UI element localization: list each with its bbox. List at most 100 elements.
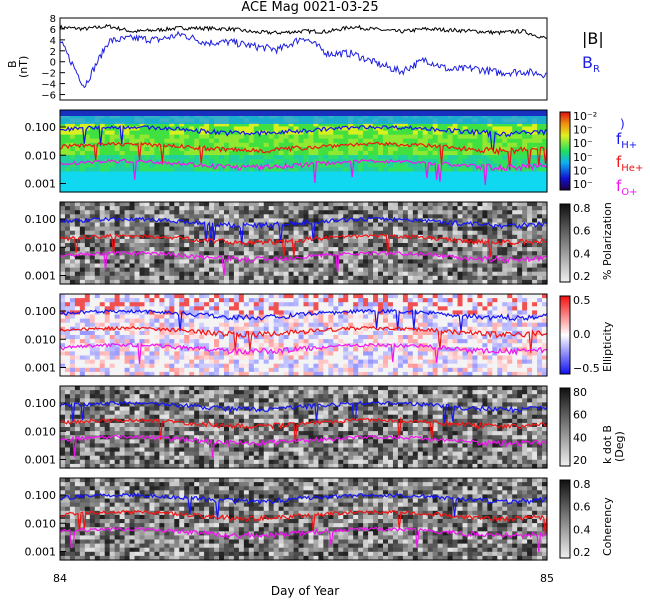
heatmap-cell bbox=[119, 279, 126, 285]
heatmap-cell bbox=[378, 255, 384, 260]
heatmap-cell bbox=[338, 263, 344, 269]
heatmap-cell bbox=[462, 206, 469, 211]
heatmap-cell bbox=[243, 163, 250, 168]
heatmap-cell bbox=[402, 167, 409, 173]
heatmap-cell bbox=[263, 202, 270, 207]
heatmap-cell bbox=[223, 371, 230, 377]
heatmap-cell bbox=[318, 179, 324, 185]
heatmap-cell bbox=[74, 306, 81, 311]
heatmap-cell bbox=[517, 255, 523, 260]
heatmap-cell bbox=[114, 234, 121, 240]
heatmap-cell bbox=[273, 347, 280, 352]
heatmap-cell bbox=[512, 159, 518, 164]
heatmap-cell bbox=[60, 294, 66, 299]
heatmap-cell bbox=[124, 230, 131, 236]
heatmap-cell bbox=[194, 226, 200, 232]
heatmap-cell bbox=[144, 210, 151, 215]
heatmap-cell bbox=[84, 298, 91, 303]
heatmap-cell bbox=[134, 243, 141, 248]
heatmap-cell bbox=[492, 126, 498, 132]
heatmap-cell bbox=[149, 343, 156, 348]
heatmap-cell bbox=[69, 202, 76, 207]
heatmap-cell bbox=[228, 355, 235, 361]
heatmap-cell bbox=[214, 122, 220, 127]
heatmap-cell bbox=[194, 230, 200, 236]
heatmap-cell bbox=[258, 271, 265, 277]
heatmap-cell bbox=[194, 294, 200, 299]
heatmap-cell bbox=[214, 134, 220, 140]
heatmap-cell bbox=[248, 151, 255, 156]
heatmap-cell bbox=[383, 279, 389, 285]
heatmap-cell bbox=[522, 171, 528, 177]
heatmap-cell bbox=[497, 155, 503, 160]
heatmap-cell bbox=[129, 175, 136, 181]
heatmap-cell bbox=[134, 226, 141, 232]
heatmap-cell bbox=[517, 275, 523, 281]
heatmap-cell bbox=[303, 238, 310, 244]
heatmap-cell bbox=[467, 279, 474, 285]
colorbar-tick-label: 10⁻ bbox=[573, 124, 593, 137]
heatmap-cell bbox=[303, 202, 310, 207]
heatmap-cell bbox=[368, 163, 374, 168]
heatmap-cell bbox=[303, 318, 310, 324]
heatmap-cell bbox=[288, 175, 295, 181]
heatmap-cell bbox=[407, 210, 414, 215]
heatmap-cell bbox=[69, 230, 76, 236]
heatmap-cell bbox=[462, 247, 469, 252]
heatmap-cell bbox=[328, 275, 334, 281]
heatmap-cell bbox=[60, 146, 66, 152]
heatmap-cell bbox=[223, 206, 230, 211]
heatmap-cell bbox=[313, 243, 320, 248]
heatmap-cell bbox=[179, 359, 185, 365]
heatmap-cell bbox=[462, 138, 469, 144]
heatmap-cell bbox=[79, 146, 86, 152]
heatmap-cell bbox=[467, 187, 474, 193]
heatmap-cell bbox=[402, 247, 409, 252]
heatmap-cell bbox=[149, 151, 156, 156]
heatmap-cell bbox=[154, 355, 160, 361]
heatmap-cell bbox=[228, 359, 235, 365]
heatmap-cell bbox=[94, 222, 101, 228]
heatmap-cell bbox=[532, 234, 538, 240]
heatmap-cell bbox=[64, 171, 71, 177]
heatmap-cell bbox=[184, 230, 190, 236]
heatmap-cell bbox=[124, 206, 131, 211]
heatmap-cell bbox=[407, 155, 414, 160]
heatmap-cell bbox=[318, 183, 324, 189]
heatmap-cell bbox=[427, 255, 434, 260]
heatmap-cell bbox=[169, 306, 175, 311]
heatmap-cell bbox=[104, 259, 111, 265]
heatmap-cell bbox=[169, 298, 175, 303]
heatmap-cell bbox=[60, 226, 66, 232]
heatmap-cell bbox=[149, 326, 156, 332]
heatmap-cell bbox=[64, 314, 71, 320]
heatmap-cell bbox=[452, 122, 459, 127]
heatmap-cell bbox=[253, 187, 260, 193]
heatmap-cell bbox=[109, 363, 116, 369]
heatmap-cell bbox=[358, 218, 364, 224]
heatmap-cell bbox=[447, 271, 454, 277]
heatmap-cell bbox=[238, 171, 245, 177]
heatmap-cell bbox=[328, 167, 334, 173]
heatmap-cell bbox=[358, 179, 364, 185]
heatmap-cell bbox=[318, 146, 324, 152]
heatmap-cell bbox=[497, 167, 503, 173]
heatmap-cell bbox=[417, 271, 424, 277]
heatmap-cell bbox=[89, 359, 96, 365]
heatmap-cells bbox=[60, 202, 548, 285]
heatmap-cell bbox=[298, 343, 305, 348]
heatmap-cell bbox=[219, 347, 225, 352]
heatmap-cell bbox=[517, 210, 523, 215]
heatmap-cell bbox=[124, 159, 131, 164]
heatmap-cell bbox=[223, 302, 230, 307]
heatmap-cell bbox=[64, 179, 71, 185]
heatmap-cell bbox=[248, 271, 255, 277]
heatmap-cell bbox=[149, 175, 156, 181]
heatmap-cell bbox=[154, 339, 160, 344]
heatmap-cell bbox=[174, 163, 180, 168]
heatmap-cell bbox=[243, 314, 250, 320]
heatmap-cell bbox=[238, 363, 245, 369]
heatmap-cell bbox=[219, 326, 225, 332]
heatmap-cell bbox=[94, 230, 101, 236]
heatmap-cell bbox=[283, 318, 290, 324]
